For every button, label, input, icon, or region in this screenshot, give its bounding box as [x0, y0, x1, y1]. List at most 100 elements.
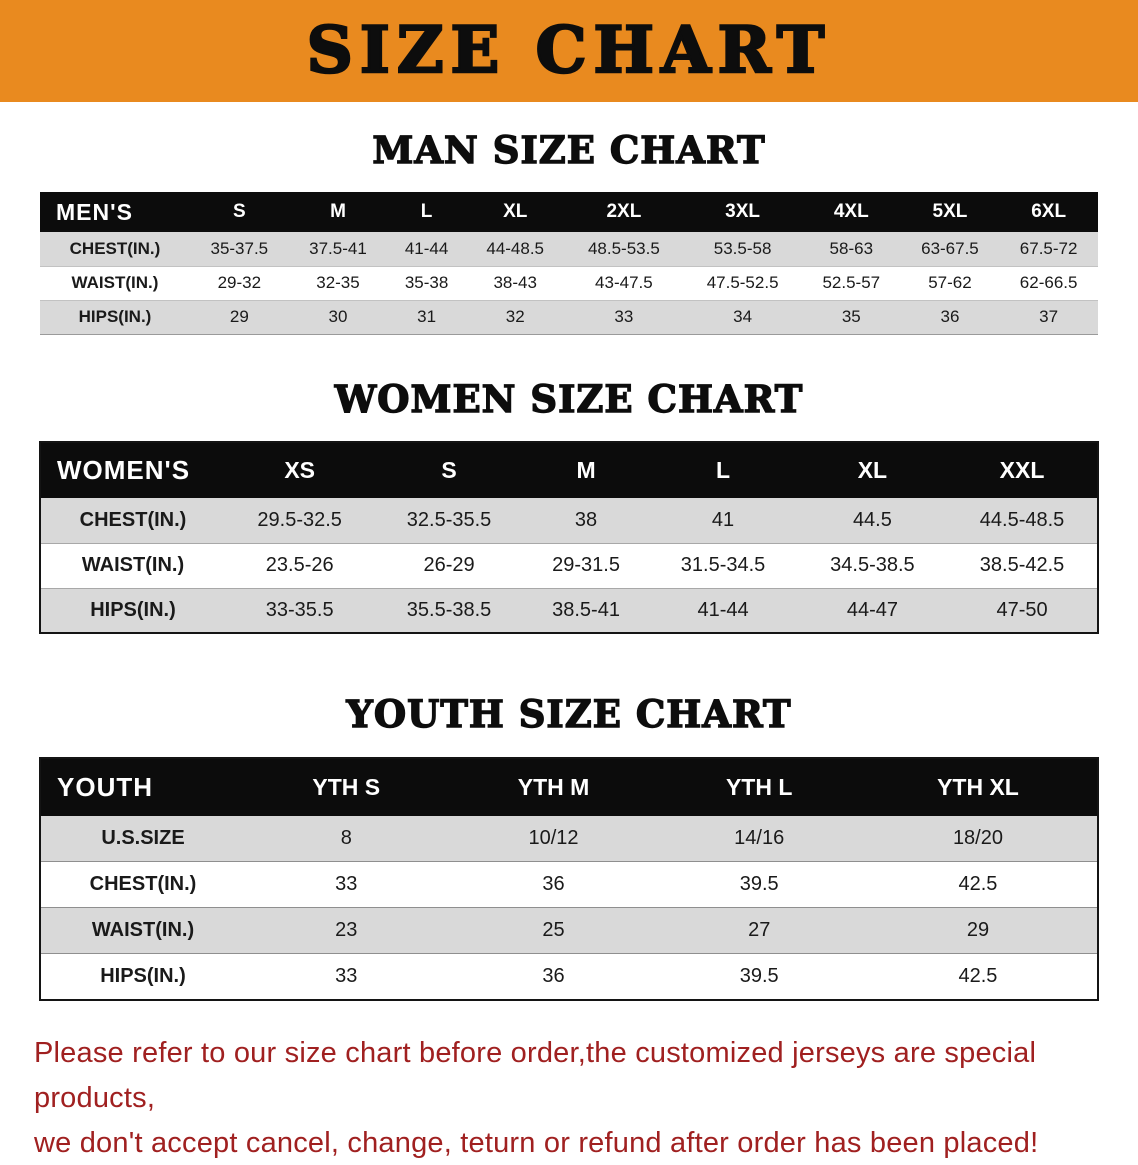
value-cell: 38.5-42.5: [947, 543, 1098, 589]
row-label-cell: WAIST(IN.): [40, 543, 225, 589]
table-row: WAIST(IN.) 29-32 32-35 35-38 38-43 43-47.5 47.…: [40, 266, 1098, 301]
value-cell: 53.5-58: [683, 232, 802, 267]
men-size-chart-heading: MAN SIZE CHART: [372, 127, 766, 172]
value-cell: 36: [447, 953, 660, 1001]
youth-size-chart-heading: YOUTH SIZE CHART: [346, 692, 792, 737]
footer-line-1: Please refer to our size chart before or…: [34, 1036, 1037, 1114]
value-cell: 29-31.5: [523, 543, 649, 589]
table-row: HIPS(IN.) 33-35.5 35.5-38.5 38.5-41 41-44 44-…: [40, 588, 1098, 634]
value-cell: 33: [564, 300, 684, 335]
value-cell: 39.5: [659, 953, 859, 1001]
value-cell: 42.5: [858, 953, 1098, 1001]
size-header-cell: YTH L: [725, 773, 793, 800]
youth-size-chart-section: YOUTH SIZE CHART YOUTH YTH S YTH M YTH L YTH …: [0, 692, 1138, 1001]
size-header-cell: YTH XL: [937, 773, 1019, 800]
value-cell: 44-48.5: [465, 232, 565, 267]
size-header-cell: 5XL: [932, 201, 968, 223]
women-size-table: WOMEN'S XS S M L XL XXL CHEST(IN.) 29.5-32.5 32.5…: [39, 441, 1099, 635]
value-cell: 35-38: [387, 266, 466, 301]
value-cell: 47.5-52.5: [683, 266, 802, 301]
value-cell: 33: [245, 861, 448, 909]
value-cell: 32-35: [288, 266, 388, 301]
size-chart-sections: MAN SIZE CHART MEN'S S M L XL 2XL 3XL 4XL 5XL 6XL C…: [0, 127, 1138, 1001]
value-cell: 33: [245, 953, 448, 1001]
value-cell: 57-62: [900, 266, 1000, 301]
youth-size-table: YOUTH YTH S YTH M YTH L YTH XL U.S.SIZE 8 10/12…: [39, 756, 1099, 1001]
table-row: CHEST(IN.) 35-37.5 37.5-41 41-44 44-48.5 48.5…: [40, 232, 1098, 267]
value-cell: 36: [447, 861, 660, 909]
value-cell: 29: [190, 300, 289, 335]
size-header-cell: L: [716, 457, 731, 484]
row-label-cell: CHEST(IN.): [40, 498, 225, 544]
value-cell: 34.5-38.5: [797, 543, 948, 589]
value-cell: 67.5-72: [999, 232, 1098, 267]
table-row: U.S.SIZE 8 10/12 14/16 18/20: [40, 815, 1098, 863]
value-cell: 25: [447, 907, 660, 955]
size-header-cell: XL: [857, 457, 888, 484]
value-cell: 29-32: [190, 266, 289, 301]
value-cell: 44.5-48.5: [947, 498, 1098, 544]
footer-line-2: we don't accept cancel, change, teturn o…: [34, 1126, 1039, 1159]
value-cell: 8: [245, 815, 448, 863]
value-cell: 14/16: [659, 815, 859, 863]
row-label-cell: HIPS(IN.): [40, 953, 245, 1001]
value-cell: 39.5: [659, 861, 859, 909]
value-cell: 42.5: [858, 861, 1098, 909]
value-cell: 36: [900, 300, 1000, 335]
size-header-cell: M: [576, 457, 596, 484]
value-cell: 35: [801, 300, 901, 335]
row-label-cell: HIPS(IN.): [40, 300, 190, 335]
size-header-cell: 3XL: [725, 201, 761, 223]
value-cell: 27: [659, 907, 859, 955]
value-cell: 10/12: [447, 815, 660, 863]
men-table-header-row: MEN'S S M L XL 2XL 3XL 4XL 5XL 6XL: [40, 192, 1098, 233]
size-header-cell: YTH M: [517, 773, 590, 800]
value-cell: 44-47: [797, 588, 948, 634]
value-cell: 23: [245, 907, 448, 955]
size-chart-title: SIZE CHART: [305, 13, 832, 88]
size-header-cell: 4XL: [833, 201, 869, 223]
row-label-cell: WAIST(IN.): [40, 907, 245, 955]
size-header-cell: M: [330, 201, 346, 223]
value-cell: 29: [858, 907, 1098, 955]
table-row: WAIST(IN.) 23 25 27 29: [40, 907, 1098, 955]
value-cell: 33-35.5: [225, 588, 375, 634]
value-cell: 32.5-35.5: [374, 498, 524, 544]
table-title-cell: YOUTH: [57, 771, 153, 802]
footer-note: Please refer to our size chart before or…: [34, 1031, 1104, 1165]
value-cell: 63-67.5: [900, 232, 1000, 267]
table-row: HIPS(IN.) 33 36 39.5 42.5: [40, 953, 1098, 1001]
size-header-cell: 6XL: [1031, 201, 1067, 223]
women-size-chart-section: WOMEN SIZE CHART WOMEN'S XS S M L XL XXL CHEST(I…: [0, 376, 1138, 635]
value-cell: 26-29: [374, 543, 524, 589]
row-label-cell: WAIST(IN.): [40, 266, 190, 301]
value-cell: 38: [523, 498, 649, 544]
size-header-cell: S: [441, 457, 457, 484]
value-cell: 31: [387, 300, 466, 335]
value-cell: 58-63: [801, 232, 901, 267]
value-cell: 38-43: [465, 266, 565, 301]
value-cell: 41-44: [648, 588, 798, 634]
men-size-chart-section: MAN SIZE CHART MEN'S S M L XL 2XL 3XL 4XL 5XL 6XL C…: [0, 127, 1138, 335]
table-row: CHEST(IN.) 29.5-32.5 32.5-35.5 38 41 44.5 44.5…: [40, 498, 1098, 544]
row-label-cell: HIPS(IN.): [40, 588, 225, 634]
size-header-cell: YTH S: [312, 773, 381, 800]
value-cell: 35-37.5: [190, 232, 289, 267]
value-cell: 35.5-38.5: [374, 588, 524, 634]
value-cell: 34: [683, 300, 802, 335]
women-table-header-row: WOMEN'S XS S M L XL XXL: [40, 442, 1098, 499]
value-cell: 48.5-53.5: [564, 232, 684, 267]
size-header-cell: L: [420, 201, 433, 223]
size-chart-banner: SIZE CHART: [0, 0, 1138, 102]
size-header-cell: XL: [503, 201, 528, 223]
men-size-table: MEN'S S M L XL 2XL 3XL 4XL 5XL 6XL CHEST(IN.) 35-37…: [40, 192, 1098, 335]
value-cell: 44.5: [797, 498, 948, 544]
size-header-cell: XS: [284, 457, 316, 484]
value-cell: 47-50: [947, 588, 1098, 634]
value-cell: 18/20: [858, 815, 1098, 863]
size-header-cell: 2XL: [606, 201, 642, 223]
value-cell: 38.5-41: [523, 588, 649, 634]
value-cell: 41-44: [387, 232, 466, 267]
value-cell: 37: [999, 300, 1098, 335]
value-cell: 37.5-41: [288, 232, 388, 267]
